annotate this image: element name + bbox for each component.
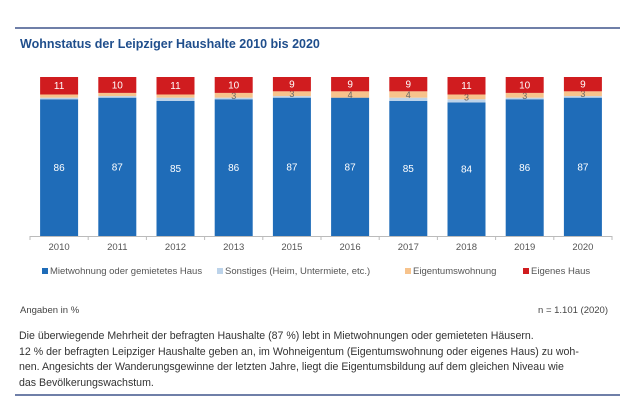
bar-segment: [389, 77, 428, 92]
bar-segment: [98, 96, 137, 98]
legend-item-miete: Mietwohnung oder gemietetes Haus: [42, 266, 202, 277]
body-line: das Bevölkerungswachstum.: [19, 376, 154, 389]
data-label: 3: [231, 91, 236, 101]
bar-segment: [505, 99, 544, 236]
data-label: 84: [461, 165, 473, 176]
data-label: 3: [464, 92, 469, 102]
bar-segment: [156, 100, 195, 236]
unit-note: Angaben in %: [20, 305, 80, 316]
bar-segment: [272, 91, 311, 97]
bar-segment: [563, 96, 602, 98]
legend-swatch: [523, 268, 529, 274]
description-text: Die überwiegende Mehrheit der befragten …: [19, 329, 609, 391]
data-label: 87: [286, 162, 298, 173]
bar-segment: [40, 94, 79, 98]
legend-item-eigentumswohnung: Eigentumswohnung: [405, 266, 496, 277]
bar-segment: [563, 77, 602, 92]
bar-segment: [563, 97, 602, 236]
bar-segment: [272, 97, 311, 236]
legend-swatch: [42, 268, 48, 274]
data-label: 3: [580, 89, 585, 99]
bar-segment: [156, 97, 195, 101]
data-label: 85: [403, 164, 415, 175]
data-label: 86: [54, 163, 66, 174]
bar-segment: [563, 91, 602, 97]
data-label: 87: [112, 162, 124, 173]
bar-segment: [447, 77, 486, 95]
data-label: 86: [228, 163, 240, 174]
bar-segment: [40, 99, 79, 236]
bar-segment: [389, 97, 428, 101]
bar-segment: [214, 77, 253, 93]
bar-segment: [331, 77, 370, 92]
data-label: 4: [348, 90, 353, 100]
bar-segment: [505, 77, 544, 93]
bar-segment: [214, 92, 253, 98]
bar-segment: [505, 97, 544, 100]
bar-segment: [156, 94, 195, 98]
bar-segment: [331, 97, 370, 236]
bar-segment: [505, 92, 544, 98]
data-label: 9: [289, 80, 295, 91]
x-tick-label: 2011: [107, 242, 127, 253]
bar-segment: [98, 97, 137, 236]
x-tick-label: 2012: [165, 242, 186, 253]
bar-segment: [272, 77, 311, 92]
data-label: 3: [522, 91, 527, 101]
legend-item-sonstiges: Sonstiges (Heim, Untermiete, etc.): [217, 266, 370, 277]
data-label: 9: [347, 80, 353, 91]
bar-segment: [389, 100, 428, 236]
x-tick-label: 2019: [514, 242, 535, 253]
body-line: 12 % der befragten Leipziger Haushalte g…: [19, 345, 579, 358]
x-tick-label: 2018: [456, 242, 477, 253]
legend-swatch: [217, 268, 223, 274]
chart-title: Wohnstatus der Leipziger Haushalte 2010 …: [20, 37, 320, 51]
bar-segment: [40, 77, 79, 95]
bottom-rule: [15, 394, 620, 396]
top-rule: [15, 27, 620, 29]
bar-segment: [447, 94, 486, 100]
bar-segment: [389, 91, 428, 98]
body-line: nen. Angesichts der Wanderungsgewinne de…: [19, 361, 564, 374]
bar-segment: [272, 96, 311, 98]
x-tick-label: 2013: [223, 242, 244, 253]
data-label: 87: [577, 162, 589, 173]
data-label: 10: [228, 80, 240, 91]
data-label: 87: [345, 162, 357, 173]
bar-segment: [40, 97, 79, 100]
data-label: 86: [519, 163, 531, 174]
bar-segment: [98, 77, 137, 93]
data-label: 9: [580, 80, 586, 91]
x-tick-label: 2015: [281, 242, 302, 253]
x-tick-label: 2010: [49, 242, 70, 253]
body-line: Die überwiegende Mehrheit der befragten …: [19, 330, 534, 342]
legend-item-eigenes-haus: Eigenes Haus: [523, 266, 590, 277]
data-label: 10: [519, 80, 531, 91]
data-label: 85: [170, 164, 182, 175]
data-label: 10: [112, 80, 124, 91]
bar-segment: [98, 92, 137, 97]
x-tick-label: 2020: [572, 242, 593, 253]
bar-segment: [331, 91, 370, 98]
sample-size-note: n = 1.101 (2020): [538, 305, 608, 316]
x-tick-label: 2017: [398, 242, 419, 253]
stacked-bar-chart: 8611201087102011851120128631020138739201…: [29, 77, 613, 253]
bar-segment: [214, 99, 253, 236]
bar-segment: [214, 97, 253, 100]
bar-segment: [447, 102, 486, 236]
data-label: 9: [406, 80, 412, 91]
data-label: 4: [406, 90, 411, 100]
data-label: 11: [54, 81, 65, 92]
data-label: 11: [461, 81, 472, 92]
x-tick-label: 2016: [340, 242, 361, 253]
data-label: 11: [170, 81, 181, 92]
bar-segment: [156, 77, 195, 95]
data-label: 3: [289, 89, 294, 99]
bar-segment: [447, 99, 486, 103]
legend-swatch: [405, 268, 411, 274]
